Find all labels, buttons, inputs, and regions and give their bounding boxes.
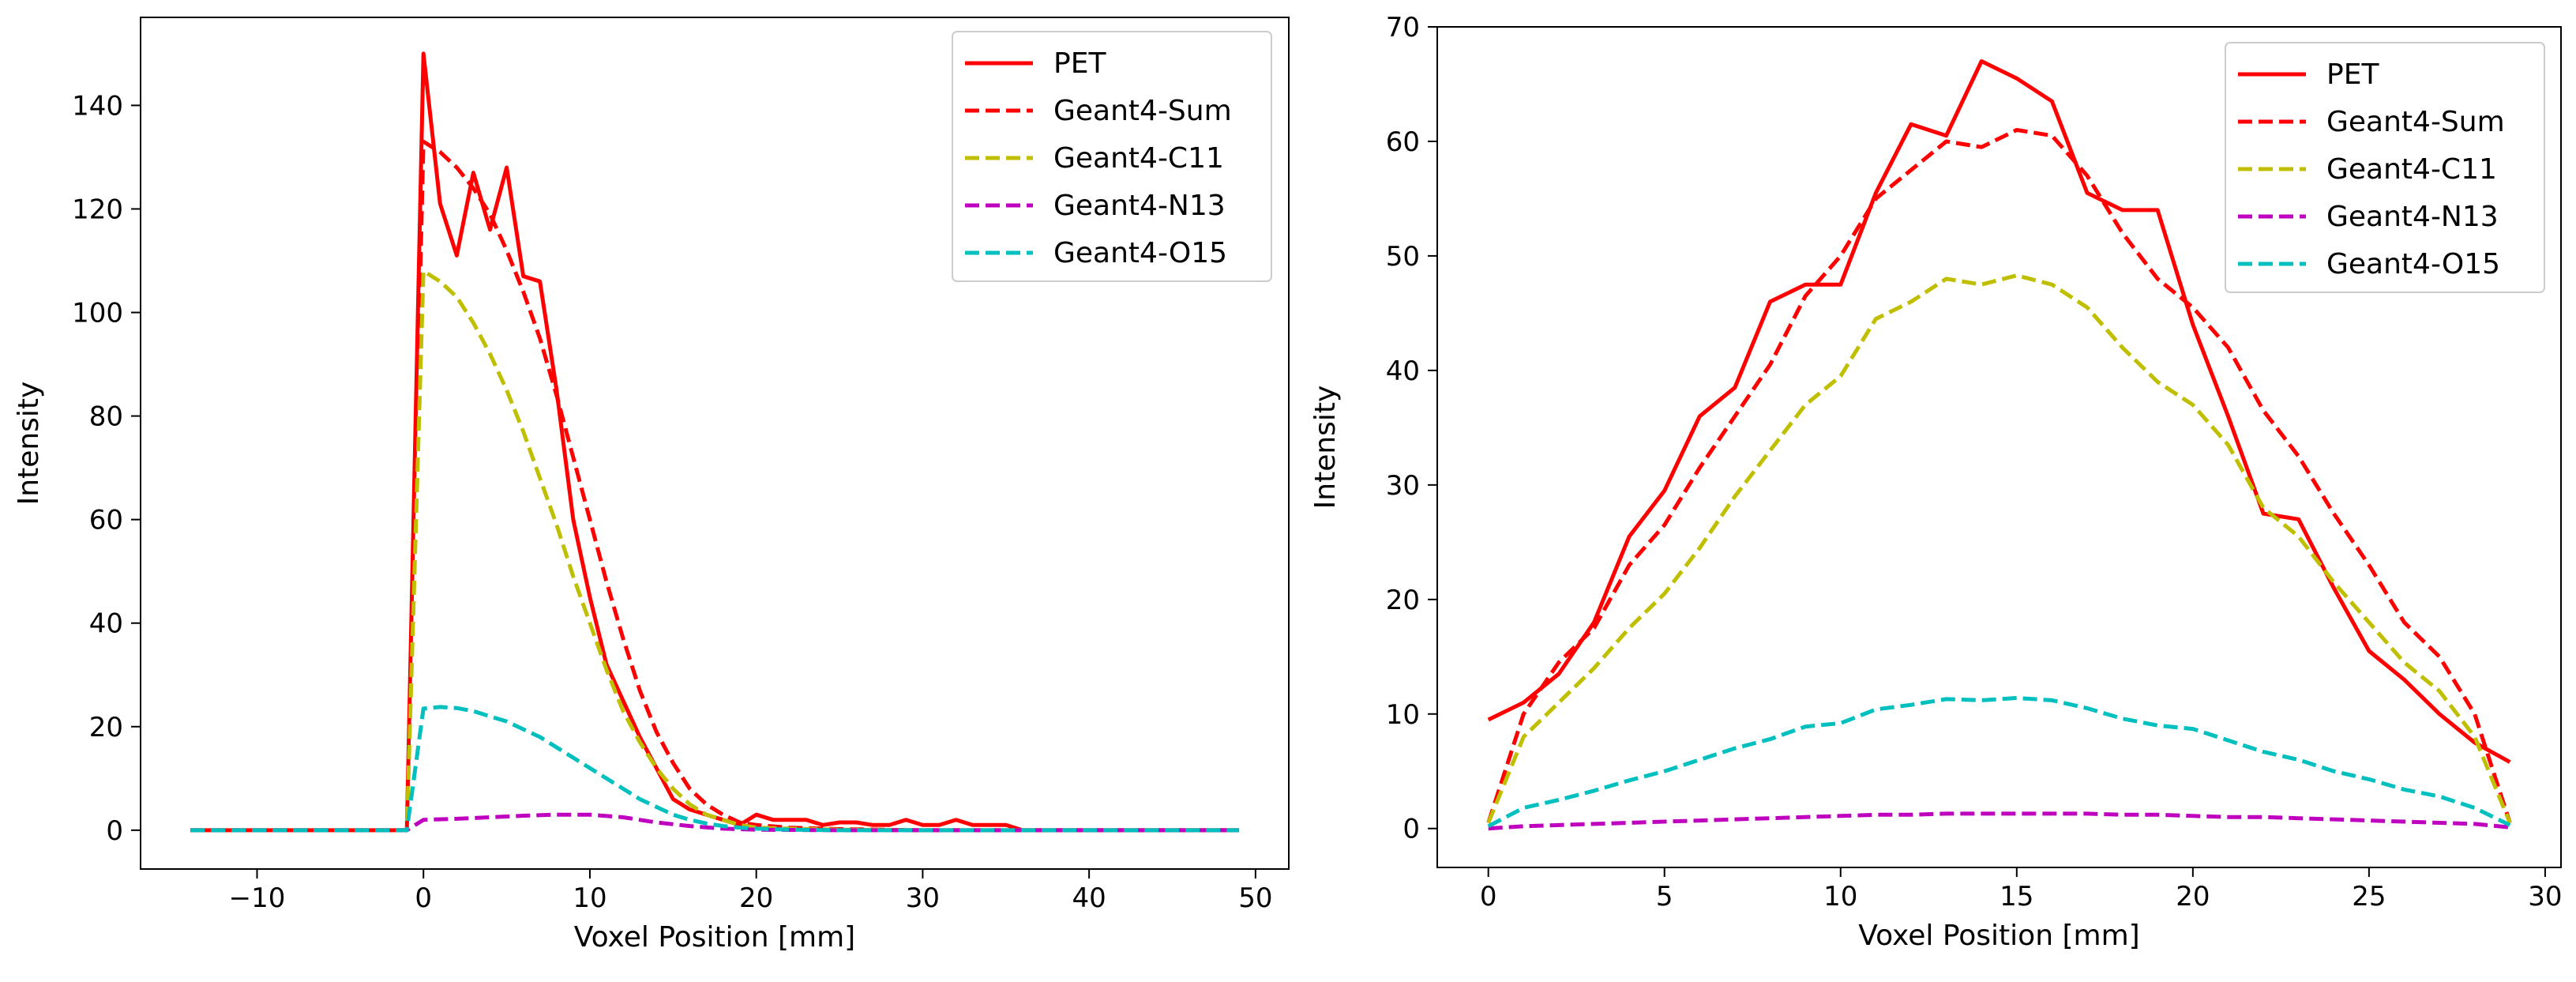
chart-1-x-axis-label: Voxel Position [mm] — [574, 921, 855, 954]
left-chart-panel: −10 0 10 20 30 40 50 0 20 40 60 80 100 120 140 Voxel Po… — [13, 17, 1290, 954]
chart-1-legend-label: Geant4-O15 — [1053, 237, 1227, 269]
chart-1-y-tick-label: 80 — [89, 401, 123, 433]
chart-2-series-geant4-o15 — [1487, 696, 2511, 829]
chart-1-x-tick-label: −10 — [229, 882, 286, 914]
chart-2-y-tick-label: 10 — [1386, 699, 1420, 731]
chart-1-x-tick-label: 10 — [573, 882, 606, 914]
chart-1-x-tick-label: 0 — [415, 882, 432, 914]
chart-1-axes-frame — [140, 17, 1290, 870]
chart-2-x-tick-label: 20 — [2176, 881, 2210, 912]
chart-1-x-tick-label: 50 — [1238, 882, 1272, 914]
chart-2-x-tick-label: 15 — [2000, 881, 2033, 912]
chart-2-legend-label: PET — [2326, 58, 2379, 91]
chart-2-y-tick-label: 20 — [1386, 585, 1420, 616]
chart-1-legend-label: Geant4-Sum — [1053, 95, 1232, 127]
chart-2-series-geant4-n13 — [1488, 811, 2510, 831]
chart-2-y-tick-label: 40 — [1386, 356, 1420, 387]
chart-2-x-tick-label: 25 — [2352, 881, 2386, 912]
chart-1-x-tick-label: 30 — [906, 882, 940, 914]
chart-1-y-tick-label: 100 — [72, 298, 123, 329]
chart-1-legend-label: PET — [1053, 47, 1106, 80]
chart-1-legend-label: Geant4-C11 — [1053, 142, 1224, 175]
chart-2-x-tick-label: 5 — [1656, 881, 1673, 912]
chart-2-legend: PET Geant4-Sum Geant4-C11 Geant4-N13 Geant4-… — [2225, 42, 2545, 293]
chart-2-series-geant4-sum — [1486, 128, 2512, 824]
chart-1-series-geant4-c11 — [190, 269, 1239, 833]
chart-2-y-tick-label: 0 — [1403, 814, 1420, 845]
chart-2-series-pet — [1487, 59, 2511, 764]
chart-1-legend: PET Geant4-Sum Geant4-C11 Geant4-N13 Geant4-… — [952, 31, 1272, 282]
chart-2-legend-label: Geant4-Sum — [2326, 106, 2505, 138]
chart-1-y-axis-label: Intensity — [13, 382, 45, 506]
chart-1-x-tick-label: 20 — [739, 882, 773, 914]
chart-2-y-axis-label: Intensity — [1309, 386, 1342, 510]
chart-1-y-tick-label: 20 — [89, 712, 123, 743]
chart-2-y-tick-label: 30 — [1386, 470, 1420, 502]
chart-2-y-tick-label: 70 — [1386, 12, 1420, 43]
chart-1-y-tick-label: 120 — [72, 194, 123, 225]
chart-1-series-geant4-o15 — [190, 705, 1239, 833]
chart-1-y-tick-label: 140 — [72, 90, 123, 122]
chart-1-y-tick-label: 0 — [106, 815, 123, 847]
chart-2-x-tick-label: 10 — [1823, 881, 1857, 912]
chart-2-x-tick-label: 0 — [1480, 881, 1497, 912]
chart-1-legend-box — [952, 31, 1272, 282]
chart-2-y-tick-label: 60 — [1386, 126, 1420, 158]
chart-2-series-geant4-c11 — [1486, 273, 2512, 824]
chart-1-legend-label: Geant4-N13 — [1053, 190, 1226, 222]
chart-2-legend-box — [2225, 42, 2545, 293]
chart-2-legend-label: Geant4-O15 — [2326, 248, 2500, 280]
chart-1-y-tick-label: 60 — [89, 505, 123, 536]
chart-1-y-tick-label: 40 — [89, 608, 123, 640]
chart-2-x-axis-label: Voxel Position [mm] — [1858, 920, 2139, 952]
right-chart-panel: 0 5 10 15 20 25 30 0 10 20 30 40 50 60 70 Voxel Positio… — [1309, 12, 2563, 952]
chart-1-x-tick-label: 40 — [1072, 882, 1106, 914]
chart-2-legend-label: Geant4-N13 — [2326, 201, 2499, 233]
chart-2-x-tick-label: 30 — [2528, 881, 2562, 912]
chart-2-axes-frame — [1436, 26, 2562, 868]
chart-2-y-tick-label: 50 — [1386, 241, 1420, 273]
chart-2-legend-label: Geant4-C11 — [2326, 153, 2497, 186]
